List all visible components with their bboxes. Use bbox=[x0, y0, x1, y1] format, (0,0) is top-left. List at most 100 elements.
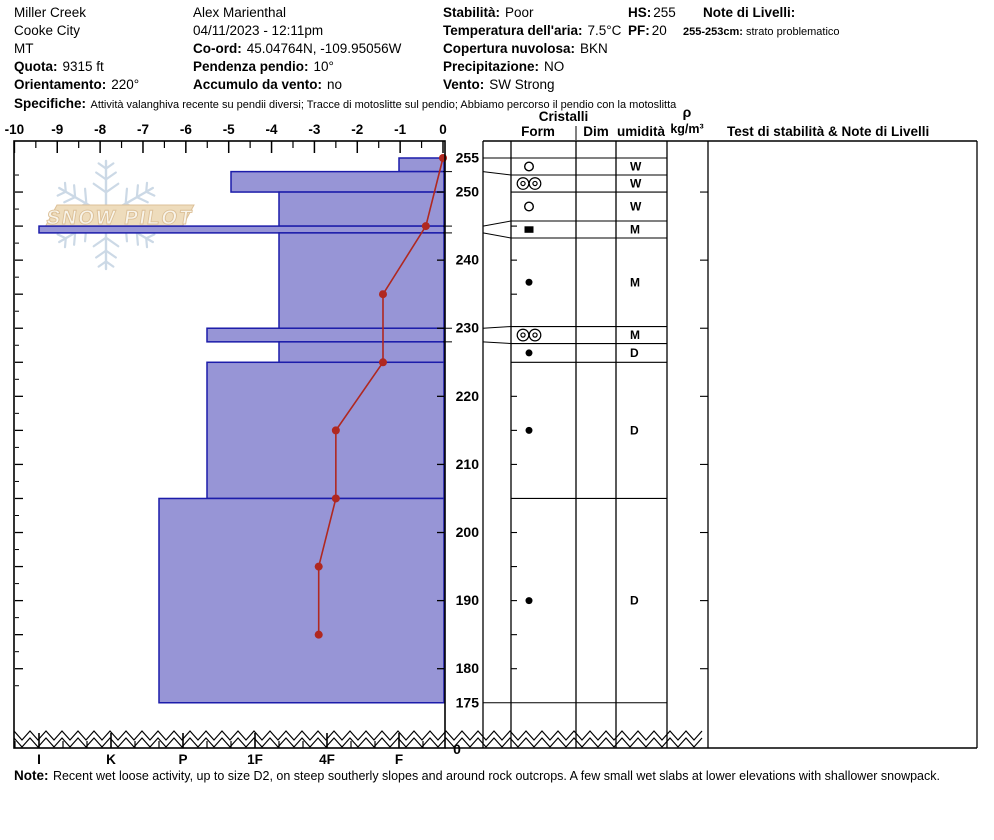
svg-text:4F: 4F bbox=[319, 752, 335, 767]
svg-text:-3: -3 bbox=[308, 122, 320, 137]
grain-form-rg-icon bbox=[525, 349, 533, 357]
footer-note-text: Recent wet loose activity, up to size D2… bbox=[52, 769, 940, 783]
hs-line: HS: 255 bbox=[628, 5, 676, 21]
grain-form-mfcl-icon bbox=[516, 177, 542, 190]
wind-value: SW Strong bbox=[489, 77, 555, 92]
watermark: SNOW PILOT bbox=[43, 159, 195, 271]
hs-label: HS: bbox=[628, 5, 652, 20]
slope-line: Pendenza pendio: 10° bbox=[193, 59, 334, 75]
svg-text:Cristalli: Cristalli bbox=[539, 109, 589, 124]
axis-break-zigzag bbox=[13, 730, 703, 748]
observation-datetime: 04/11/2023 - 12:11pm bbox=[193, 23, 324, 38]
svg-text:-8: -8 bbox=[94, 122, 106, 137]
svg-text:-7: -7 bbox=[137, 122, 149, 137]
air-temp-line: Temperatura dell'aria: 7.5°C bbox=[443, 23, 621, 39]
wind-loading-label: Accumulo da vento: bbox=[193, 77, 323, 92]
coords-value: 45.04764N, -109.95056W bbox=[246, 41, 402, 56]
temperature-point bbox=[314, 562, 323, 571]
svg-text:D: D bbox=[630, 594, 639, 608]
air-temp-label: Temperatura dell'aria: bbox=[443, 23, 583, 38]
svg-text:-10: -10 bbox=[5, 122, 25, 137]
slope-label: Pendenza pendio: bbox=[193, 59, 309, 74]
svg-text:umidità: umidità bbox=[617, 124, 665, 139]
svg-text:250: 250 bbox=[456, 184, 480, 200]
temperature-point bbox=[378, 358, 387, 367]
svg-text:F: F bbox=[395, 752, 403, 767]
svg-text:240: 240 bbox=[456, 252, 480, 268]
svg-text:M: M bbox=[630, 328, 640, 342]
layer-bar bbox=[206, 361, 445, 500]
wind-loading-value: no bbox=[327, 77, 343, 92]
svg-text:-9: -9 bbox=[51, 122, 63, 137]
sky-cover-label: Copertura nuvolosa: bbox=[443, 41, 576, 56]
temperature-point bbox=[314, 630, 323, 639]
slope-value: 10° bbox=[313, 59, 334, 74]
pf-value: 20 bbox=[651, 23, 667, 38]
svg-text:-5: -5 bbox=[223, 122, 235, 137]
svg-text:ρ: ρ bbox=[683, 104, 692, 120]
svg-text:Dim: Dim bbox=[583, 124, 609, 139]
precip-value: NO bbox=[544, 59, 565, 74]
grain-form-mfcl-icon bbox=[516, 328, 542, 342]
layer-bar bbox=[278, 191, 445, 227]
temperature-point bbox=[378, 290, 387, 299]
layer-bar bbox=[278, 341, 445, 364]
svg-text:190: 190 bbox=[456, 592, 480, 608]
svg-text:255: 255 bbox=[456, 150, 480, 166]
svg-text:210: 210 bbox=[456, 456, 480, 472]
svg-text:D: D bbox=[630, 346, 639, 360]
layer-note-text: strato problematico bbox=[746, 26, 840, 38]
specifics-label: Specifiche: bbox=[14, 96, 87, 111]
stability-value: Poor bbox=[505, 5, 534, 20]
layer-bar bbox=[158, 497, 445, 704]
layer-note-range: 255-253cm: bbox=[683, 26, 743, 38]
svg-text:W: W bbox=[630, 200, 642, 214]
footer-note: Note: Recent wet loose activity, up to s… bbox=[14, 767, 940, 785]
wind-loading-line: Accumulo da vento: no bbox=[193, 77, 342, 93]
site-name: Miller Creek bbox=[14, 5, 87, 20]
layer-bar bbox=[38, 225, 445, 234]
stability-line: Stabilità: Poor bbox=[443, 5, 534, 21]
svg-text:K: K bbox=[106, 752, 116, 767]
layer-bar bbox=[278, 232, 445, 329]
svg-text:-6: -6 bbox=[180, 122, 192, 137]
aspect-value: 220° bbox=[111, 77, 140, 92]
svg-text:M: M bbox=[630, 275, 640, 289]
temperature-point bbox=[421, 222, 430, 231]
aspect-line: Orientamento: 220° bbox=[14, 77, 139, 93]
stability-label: Stabilità: bbox=[443, 5, 501, 20]
plot-axes: -10 -9 -8 -7 -6 -5 -4 -3 -2 -1 0I K P 1F 4F F bbox=[5, 122, 977, 767]
svg-text:W: W bbox=[630, 160, 642, 174]
elevation-label: Quota: bbox=[14, 59, 58, 74]
elevation-value: 9315 ft bbox=[62, 59, 104, 74]
coords-line: Co-ord: 45.04764N, -109.95056W bbox=[193, 41, 401, 57]
svg-text:1F: 1F bbox=[247, 752, 263, 767]
svg-text:W: W bbox=[630, 177, 642, 191]
air-temp-value: 7.5°C bbox=[587, 23, 622, 38]
svg-text:Test di stabilità & Note di Li: Test di stabilità & Note di Livelli bbox=[727, 124, 929, 139]
layer-note-item: 255-253cm: strato problematico bbox=[683, 26, 840, 38]
svg-text:0: 0 bbox=[453, 741, 461, 757]
site-city: Cooke City bbox=[14, 23, 81, 38]
svg-text:-2: -2 bbox=[351, 122, 363, 137]
footer-note-label: Note: bbox=[14, 768, 49, 783]
svg-text:M: M bbox=[630, 222, 640, 236]
pf-line: PF: 20 bbox=[628, 23, 667, 39]
sky-cover-value: BKN bbox=[580, 41, 608, 56]
observer-name: Alex Marienthal bbox=[193, 5, 287, 20]
elevation-line: Quota: 9315 ft bbox=[14, 59, 104, 75]
svg-text:-4: -4 bbox=[266, 122, 278, 137]
precip-label: Precipitazione: bbox=[443, 59, 540, 74]
coords-label: Co-ord: bbox=[193, 41, 242, 56]
svg-text:D: D bbox=[630, 423, 639, 437]
grain-form-rg-icon bbox=[525, 426, 533, 434]
hardness-bars bbox=[38, 157, 445, 704]
temperature-point bbox=[331, 426, 340, 435]
layer-notes-title: Note di Livelli: bbox=[703, 5, 796, 20]
svg-text:kg/m³: kg/m³ bbox=[670, 122, 703, 136]
layer-bar bbox=[206, 327, 445, 343]
grain-form-if-icon bbox=[524, 226, 534, 233]
temperature-line bbox=[314, 154, 447, 639]
